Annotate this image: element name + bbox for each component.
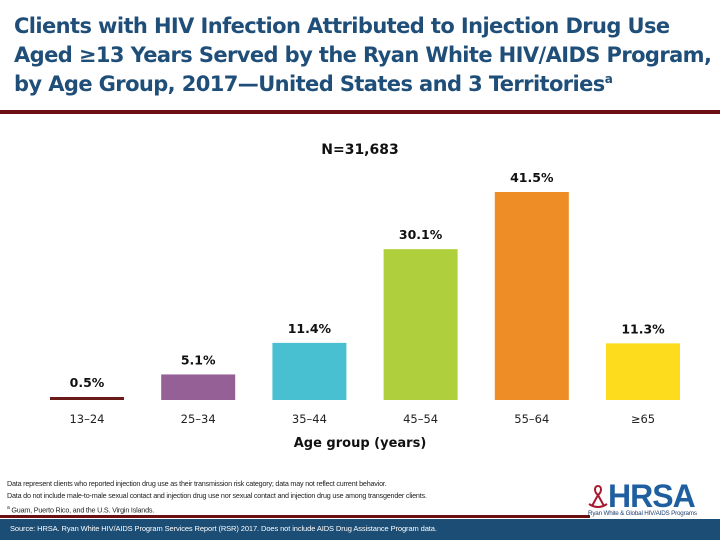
footer-divider xyxy=(0,515,590,518)
note-line: Data represent clients who reported inje… xyxy=(7,479,387,488)
x-tick-label: ≥65 xyxy=(631,412,655,426)
chart-notes: Data represent clients who reported inje… xyxy=(7,478,567,516)
source-text: Source: HRSA. Ryan White HIV/AIDS Progra… xyxy=(10,524,437,533)
bar-≥65 xyxy=(606,343,680,400)
source-footer: Source: HRSA. Ryan White HIV/AIDS Progra… xyxy=(0,519,720,540)
data-label: 41.5% xyxy=(510,170,554,185)
bar-55–64 xyxy=(494,192,569,400)
note-footnote-marker: a xyxy=(7,505,10,511)
data-label: 30.1% xyxy=(399,227,443,242)
hrsa-logo: HRSA Ryan White & Global HIV/AIDS Progra… xyxy=(586,478,718,518)
x-tick-label: 25–34 xyxy=(181,412,216,426)
bar-35–44 xyxy=(272,342,347,400)
bar-45–54 xyxy=(383,249,458,400)
red-ribbon-icon xyxy=(588,484,608,508)
x-tick-labels-group: 13–24 25–34 35–44 45–54 55–64 ≥65 xyxy=(69,412,655,426)
slide-title-text: Clients with HIV Infection Attributed to… xyxy=(14,14,712,96)
bar-chart: N=31,683 0.5% 5.1% 11.4% 30.1% 41.5% 11.3% 13… xyxy=(50,142,680,451)
title-divider xyxy=(0,110,720,114)
note-text: Guam, Puerto Rico, and the U.S. Virgin I… xyxy=(11,505,155,515)
bar-25–34 xyxy=(161,374,236,400)
data-label: 11.3% xyxy=(621,321,665,336)
x-tick-label: 13–24 xyxy=(69,412,104,426)
bars-group xyxy=(50,192,680,400)
x-tick-label: 45–54 xyxy=(403,412,438,426)
data-label: 0.5% xyxy=(70,375,105,390)
logo-wordmark: HRSA xyxy=(608,478,696,514)
data-label: 5.1% xyxy=(181,352,216,367)
slide-title: Clients with HIV Infection Attributed to… xyxy=(14,12,714,99)
logo-tagline: Ryan White & Global HIV/AIDS Programs xyxy=(588,510,697,517)
chart-title: N=31,683 xyxy=(321,142,398,158)
x-tick-label: 55–64 xyxy=(514,412,549,426)
bar-13–24 xyxy=(50,397,124,400)
title-footnote-marker: a xyxy=(604,72,613,86)
x-axis-label: Age group (years) xyxy=(294,436,427,451)
data-labels-group: 0.5% 5.1% 11.4% 30.1% 41.5% 11.3% xyxy=(70,170,665,390)
x-tick-label: 35–44 xyxy=(292,412,327,426)
data-label: 11.4% xyxy=(288,321,332,336)
note-line: Data do not include male-to-male sexual … xyxy=(7,491,427,500)
note-line: a Guam, Puerto Rico, and the U.S. Virgin… xyxy=(7,502,567,516)
